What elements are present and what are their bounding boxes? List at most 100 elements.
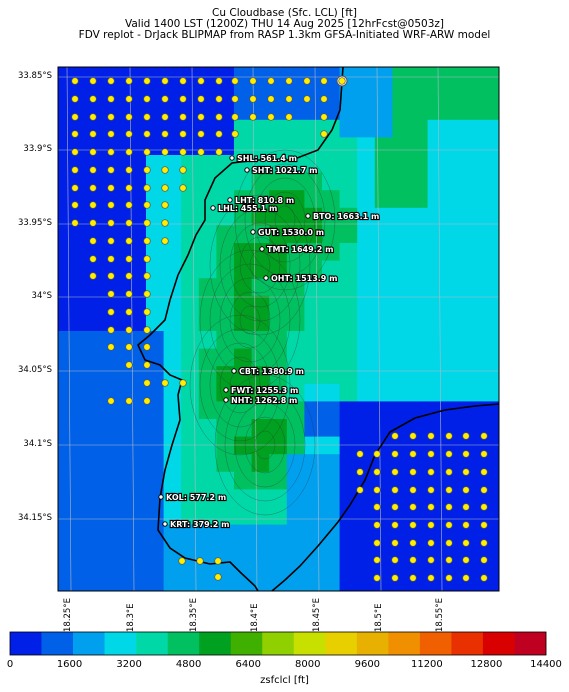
field-cell [427,190,446,209]
colorbar-tick-label: 6400 [235,659,261,670]
field-cell [357,67,376,85]
field-cell [181,207,200,226]
field-cell [322,524,340,543]
station-label: KRT: 379.2 m [170,520,229,529]
field-cell [410,172,428,191]
field-cell [339,383,358,402]
field-cell [445,489,464,508]
x-tick-label: 18.35°E [189,598,199,632]
field-cell [357,524,376,543]
field-cell [234,260,252,279]
field-cell [286,419,305,437]
y-tick-label: 34.05°S [18,365,52,375]
field-cell [339,348,358,367]
field-cell [462,137,481,156]
colorbar-swatch [104,632,137,655]
field-cell [357,331,376,349]
grid-point-marker [285,77,293,85]
field-cell [269,243,288,261]
field-cell [480,331,499,349]
field-cell [357,155,376,173]
grid-point-marker [125,272,133,280]
grid-point-marker [125,308,133,316]
grid-point-marker [391,556,399,564]
field-cell [462,331,481,349]
field-cell [93,207,112,226]
field-cell [427,225,446,244]
field-cell [322,295,340,314]
grid-point-marker [373,503,381,511]
grid-point-marker [89,130,97,138]
field-cell [445,190,464,209]
field-cell [181,454,200,473]
field-cell [234,278,252,297]
field-cell [445,401,464,420]
colorbar-swatch [356,632,389,655]
grid-point-marker [179,148,187,156]
title-line-3: FDV replot - DrJack BLIPMAP from RASP 1.… [78,29,491,41]
field-cell [234,243,252,261]
field-cell [480,507,499,525]
field-cell [339,489,358,508]
grid-point-marker [143,113,151,121]
field-cell [110,471,129,490]
grid-point-marker [391,486,399,494]
field-cell [128,260,147,279]
field-cell [480,207,499,226]
field-cell [322,471,340,490]
field-cell [480,471,499,490]
field-cell [392,471,411,490]
x-tick-label: 18.45°E [312,598,322,632]
colorbar-swatch [388,632,421,655]
terrain-contour [214,374,316,516]
field-cell [269,383,288,402]
terrain-contour [254,177,316,263]
colorbar-swatch [262,632,295,655]
grid-point-marker [125,95,133,103]
colorbar-tick-label: 1600 [56,659,83,670]
field-cell [339,401,358,420]
field-cell [374,436,393,455]
grid-point-marker [143,130,151,138]
field-cell [146,172,164,191]
field-cell [445,366,464,385]
field-cell [181,190,200,209]
field-cell [251,401,270,420]
field-cell [234,489,252,508]
grid-point-marker [107,343,115,351]
field-cell [392,366,411,385]
field-cell [322,172,340,191]
grid-point-marker [107,219,115,227]
field-cell [93,155,112,173]
field-cell [110,436,129,455]
field-cell [58,348,76,367]
field-cell [445,383,464,402]
grid-point-marker [267,77,275,85]
grid-point-marker [285,113,293,121]
field-cell [181,542,200,561]
grid-point-marker [231,113,239,121]
field-cell [110,190,129,209]
field-cell [304,278,323,297]
field-cell [374,454,393,473]
grid-point-marker [107,166,115,174]
field-cell [480,67,499,85]
field-cell [462,102,481,121]
map-frame [57,66,500,592]
y-tick-label: 34.15°S [18,513,52,523]
grid-point-marker [215,95,223,103]
field-cell [198,260,217,279]
field-cell [128,524,147,543]
x-tick-label: 18.25°E [63,598,73,632]
field-cell [374,489,393,508]
field-cell [251,542,270,561]
field-cell [146,207,164,226]
field-cell [339,119,358,138]
field-cell [462,454,481,473]
grid-point-marker [215,113,223,121]
lon-gridline [314,66,320,592]
field-cell [410,84,428,103]
grid-point-marker [231,95,239,103]
station-label: GUT: 1530.0 m [258,228,324,237]
